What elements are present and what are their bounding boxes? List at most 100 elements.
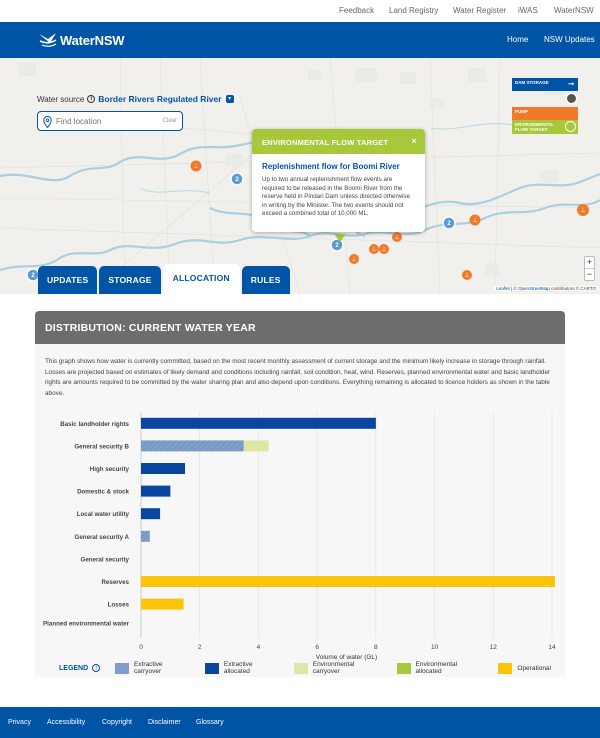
leaflet-link[interactable]: Leaflet xyxy=(496,286,510,291)
footer-link-accessibility[interactable]: Accessibility xyxy=(47,719,86,726)
cluster-count: 2 xyxy=(335,243,339,249)
attribution-separator: | © xyxy=(509,286,519,291)
x-tick-label: 4 xyxy=(257,644,261,651)
tab-allocation[interactable]: ALLOCATION xyxy=(162,264,240,294)
popup-title: Replenishment flow for Boomi River xyxy=(262,162,400,171)
legend-label: Environmental carryover xyxy=(312,661,355,675)
footer-link-disclaimer[interactable]: Disclaimer xyxy=(148,719,181,726)
zoom-out-button[interactable]: − xyxy=(586,269,593,279)
footer-link-glossary[interactable]: Glossary xyxy=(196,719,224,726)
x-tick-label: 12 xyxy=(490,644,498,651)
zoom-in-button[interactable]: + xyxy=(585,257,594,269)
cluster-count: 2 xyxy=(31,273,35,279)
category-label: General security B xyxy=(74,443,129,450)
x-tick-label: 10 xyxy=(431,644,439,651)
chevron-down-icon[interactable]: ▾ xyxy=(225,95,234,103)
tab-storage[interactable]: STORAGE xyxy=(99,266,161,294)
close-icon[interactable]: × xyxy=(411,136,417,146)
bar-operational[interactable] xyxy=(141,598,184,610)
x-tick-label: 14 xyxy=(548,644,556,651)
bar-operational[interactable] xyxy=(141,576,555,587)
legend-label: Operational xyxy=(517,664,551,672)
flow-target-icon xyxy=(565,121,576,132)
bar-extractive-allocated[interactable] xyxy=(141,463,186,474)
svg-text:⊥: ⊥ xyxy=(351,256,356,263)
bar-environmental-carryover[interactable] xyxy=(243,440,269,452)
legend-swatch xyxy=(115,662,130,674)
water-source-value[interactable]: Border Rivers Regulated River xyxy=(98,94,222,104)
popup-header: ENVIRONMENTAL FLOW TARGET × xyxy=(252,129,425,154)
x-tick-label: 8 xyxy=(374,644,378,651)
clear-button[interactable]: Clear xyxy=(162,118,177,124)
attribution-text: contributors © CARTO xyxy=(549,286,596,291)
legend-pump[interactable]: PUMP xyxy=(512,107,578,120)
category-label: General security A xyxy=(75,534,130,541)
svg-text:⊥: ⊥ xyxy=(371,246,376,253)
chart-legend: LEGEND i Extractive carryover Extractive… xyxy=(59,661,565,675)
bar-extractive-carryover[interactable] xyxy=(141,440,244,452)
legend-item-extractive-carryover: Extractive carryover xyxy=(115,661,191,675)
distribution-panel: DISTRIBUTION: CURRENT WATER YEAR This gr… xyxy=(35,311,565,677)
map-attribution: Leaflet | © OpenStreetMap contributors ©… xyxy=(494,286,598,291)
content-tabs: UPDATES STORAGE ALLOCATION RULES xyxy=(38,264,292,294)
bar-extractive-allocated[interactable] xyxy=(141,417,376,429)
legend-title: LEGEND xyxy=(59,664,89,672)
osm-link[interactable]: OpenStreetMap xyxy=(518,286,550,291)
nav-home[interactable]: Home xyxy=(507,35,529,44)
category-label: Basic landholder rights xyxy=(60,421,129,428)
pump-markers[interactable] xyxy=(190,160,590,281)
x-axis-title: Volume of water (GL) xyxy=(316,654,377,661)
svg-text:⊥: ⊥ xyxy=(580,207,585,214)
category-label: Reserves xyxy=(101,579,129,586)
category-label: High security xyxy=(90,466,130,473)
legend-pump-label: PUMP xyxy=(515,109,529,114)
utility-link-iwas[interactable]: iWAS xyxy=(518,6,538,15)
footer-link-privacy[interactable]: Privacy xyxy=(8,719,31,726)
nav-nsw-updates[interactable]: NSW Updates xyxy=(544,35,595,44)
svg-text:⊥: ⊥ xyxy=(381,246,386,253)
distribution-chart: 0 2 4 6 8 10 12 14 Basic landholder rights Genera… xyxy=(43,412,556,661)
tab-rules[interactable]: RULES xyxy=(241,266,290,294)
legend-label: Environmental allocated xyxy=(415,661,458,675)
utility-link-land-registry[interactable]: Land Registry xyxy=(389,6,439,15)
site-footer: Privacy Accessibility Copyright Disclaim… xyxy=(0,707,600,738)
utility-bar: Feedback Land Registry Water Register iW… xyxy=(0,0,600,22)
legend-swatch xyxy=(205,662,219,674)
utility-link-waternsw[interactable]: WaterNSW xyxy=(554,6,594,15)
cluster-count: 2 xyxy=(447,221,451,227)
utility-link-water-register[interactable]: Water Register xyxy=(453,6,507,15)
tab-updates[interactable]: UPDATES xyxy=(38,266,98,294)
legend-item-operational: Operational xyxy=(498,662,551,674)
footer-link-copyright[interactable]: Copyright xyxy=(102,719,132,726)
site-header: WaterNSW Home NSW Updates xyxy=(0,22,600,58)
legend-item-environmental-carryover: Environmental carryover xyxy=(293,661,383,675)
info-icon[interactable]: i xyxy=(87,95,96,103)
svg-text:⊥: ⊥ xyxy=(472,217,477,224)
dam-storage-gauge-icon[interactable] xyxy=(566,93,577,104)
utility-link-feedback[interactable]: Feedback xyxy=(339,6,375,15)
popup-header-label: ENVIRONMENTAL FLOW TARGET xyxy=(262,138,389,147)
category-label: Losses xyxy=(108,602,130,609)
find-location-input[interactable] xyxy=(56,115,156,127)
bar-extractive-allocated[interactable] xyxy=(141,508,161,520)
flow-target-marker[interactable] xyxy=(334,234,346,242)
category-label: General security xyxy=(81,556,130,563)
x-tick-label: 6 xyxy=(315,644,319,651)
bar-extractive-allocated[interactable] xyxy=(141,485,171,497)
find-location-field: Clear xyxy=(37,111,183,131)
legend-item-environmental-allocated: Environmental allocated xyxy=(396,661,485,675)
zoom-control: + − xyxy=(584,256,595,281)
bar-extractive-carryover[interactable] xyxy=(141,530,150,542)
category-label: Domestic & stock xyxy=(77,489,129,496)
svg-text:⊥: ⊥ xyxy=(193,163,198,170)
info-icon[interactable]: i xyxy=(92,664,101,672)
panel-description: This graph shows how water is currently … xyxy=(45,358,551,397)
legend-environmental-flow-target[interactable]: ENVIRONMENTAL FLOW TARGET xyxy=(512,120,578,134)
waternsw-logo[interactable]: WaterNSW xyxy=(38,28,125,52)
cluster-count: 2 xyxy=(235,177,239,183)
legend-label: Extractive allocated xyxy=(223,661,253,675)
water-map[interactable]: 2 2 2 2 ⊥ ⊥ ⊥ ⊥ ⊥ ⊥ ⊥ ⊥ Water source i Border… xyxy=(0,58,600,294)
x-tick-label: 2 xyxy=(198,644,202,651)
legend-dam-storage[interactable]: DAM STORAGE ⊸ xyxy=(512,78,578,91)
legend-flow-target-label: ENVIRONMENTAL FLOW TARGET xyxy=(515,122,554,132)
